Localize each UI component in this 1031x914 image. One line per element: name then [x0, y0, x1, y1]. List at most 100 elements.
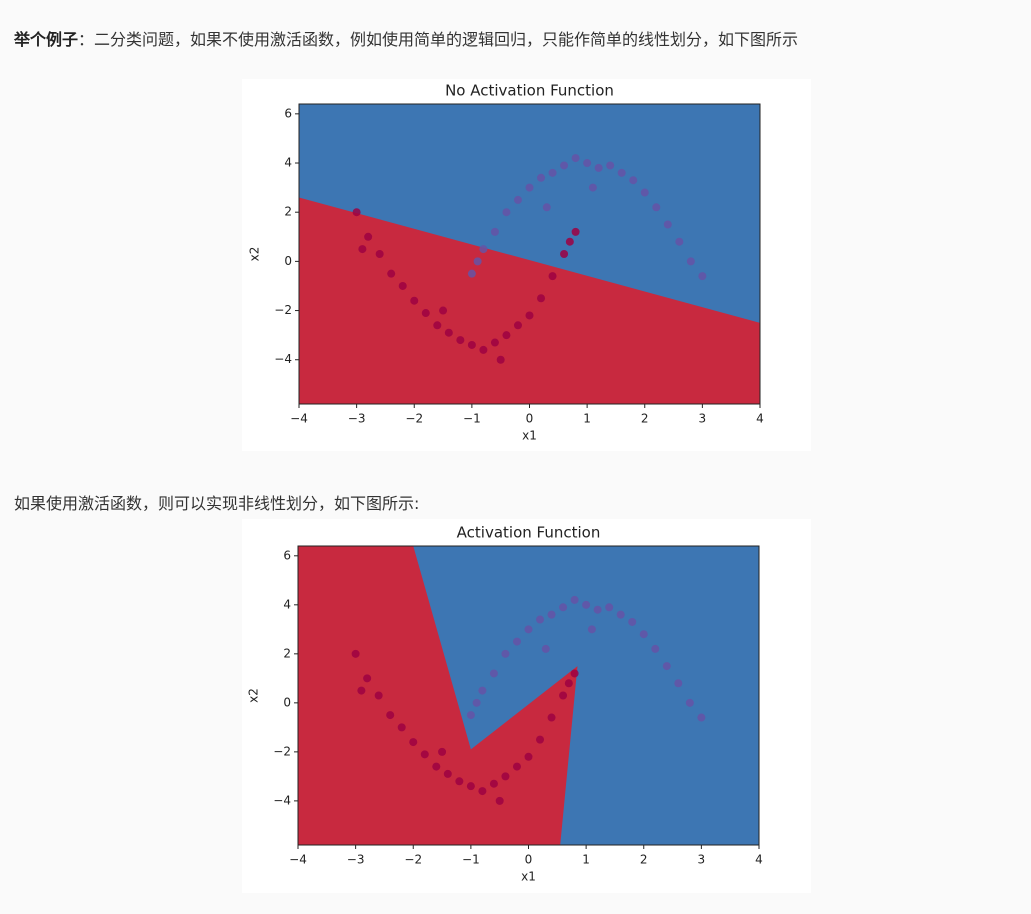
- point: [548, 272, 557, 281]
- point: [629, 176, 638, 185]
- point: [547, 610, 556, 619]
- intro-text: ：二分类问题，如果不使用激活函数，例如使用简单的逻辑回归，只能作简单的线性划分，…: [78, 30, 799, 49]
- point: [662, 662, 671, 671]
- point: [541, 644, 550, 653]
- point: [438, 747, 447, 756]
- chart: −4 −3 −2 −1 0 1 2 3 4 −4 −2 0 2 4 6 Activation Function…: [242, 519, 811, 893]
- point: [409, 738, 418, 747]
- point: [467, 269, 476, 278]
- point: [583, 159, 592, 168]
- x-tick-label: 1: [582, 853, 590, 867]
- title: Activation Function: [457, 524, 601, 542]
- point: [512, 637, 521, 646]
- intro: 举个例子：二分类问题，如果不使用激活函数，例如使用简单的逻辑回归，只能作简单的线…: [14, 26, 798, 50]
- point: [466, 711, 475, 720]
- point: [565, 237, 574, 246]
- point: [628, 617, 637, 626]
- point: [479, 345, 488, 354]
- x-tick-label: 2: [640, 853, 648, 867]
- y-tick-label: 4: [283, 597, 291, 611]
- point: [537, 173, 546, 182]
- x-tick-label: −3: [348, 412, 366, 426]
- x-tick-label: 4: [756, 412, 764, 426]
- point: [617, 168, 626, 177]
- point: [525, 311, 534, 320]
- x-tick-label: −3: [347, 853, 365, 867]
- point: [587, 625, 596, 634]
- point: [444, 328, 453, 337]
- point: [455, 777, 464, 786]
- point: [357, 686, 366, 695]
- point: [502, 331, 511, 340]
- point: [605, 603, 614, 612]
- x-axis-label: x1: [521, 870, 536, 884]
- point: [560, 161, 569, 170]
- point: [685, 698, 694, 707]
- point: [588, 183, 597, 192]
- y-tick-label: 6: [283, 548, 291, 562]
- point: [479, 245, 488, 254]
- point: [358, 245, 367, 254]
- point: [410, 296, 419, 305]
- point: [421, 309, 430, 318]
- point: [675, 237, 684, 246]
- point: [512, 762, 521, 771]
- x-tick-label: −2: [404, 853, 422, 867]
- x-tick-label: 1: [583, 412, 591, 426]
- point: [420, 750, 429, 759]
- point: [537, 294, 546, 303]
- x-tick-label: −1: [462, 853, 480, 867]
- point: [536, 735, 545, 744]
- point: [697, 713, 706, 722]
- x-tick-label: 0: [525, 853, 533, 867]
- point: [559, 603, 568, 612]
- point: [490, 227, 499, 236]
- point: [524, 752, 533, 761]
- x-tick-label: −2: [405, 412, 423, 426]
- point: [478, 787, 487, 796]
- point: [513, 195, 522, 204]
- point: [698, 272, 707, 281]
- point: [593, 605, 602, 614]
- title: No Activation Function: [445, 82, 614, 100]
- point: [496, 355, 505, 364]
- point: [397, 723, 406, 732]
- point: [639, 630, 648, 639]
- point: [473, 257, 482, 266]
- x-tick-label: −1: [463, 412, 481, 426]
- point: [456, 336, 465, 345]
- x-tick-label: 3: [698, 853, 706, 867]
- point: [674, 679, 683, 688]
- x-tick-label: 0: [526, 412, 534, 426]
- middle-text: 如果使用激活函数，则可以实现非线性划分，如下图所示:: [14, 494, 420, 513]
- point: [524, 625, 533, 634]
- point: [363, 674, 372, 683]
- y-tick-label: −4: [274, 352, 292, 366]
- point: [472, 698, 481, 707]
- point: [570, 595, 579, 604]
- point: [582, 600, 591, 609]
- point: [351, 649, 360, 658]
- point: [443, 769, 452, 778]
- y-tick-label: −4: [273, 793, 291, 807]
- point: [547, 713, 556, 722]
- point: [490, 338, 499, 347]
- point: [466, 782, 475, 791]
- y-tick-label: 2: [284, 205, 292, 219]
- point: [364, 232, 373, 241]
- point: [489, 669, 498, 678]
- x-axis-label: x1: [522, 429, 537, 443]
- point: [616, 610, 625, 619]
- x-tick-label: 3: [699, 412, 707, 426]
- point: [501, 772, 510, 781]
- point: [501, 649, 510, 658]
- point: [548, 168, 557, 177]
- point: [571, 227, 580, 236]
- decision-region: [299, 197, 760, 404]
- point: [375, 250, 384, 258]
- intro-bold: 举个例子: [14, 30, 79, 49]
- chart: −4 −3 −2 −1 0 1 2 3 4 −4 −2 0 2 4 6 No Activation Funct…: [242, 79, 811, 451]
- y-tick-label: −2: [274, 303, 292, 317]
- point: [663, 220, 672, 229]
- point: [525, 183, 534, 192]
